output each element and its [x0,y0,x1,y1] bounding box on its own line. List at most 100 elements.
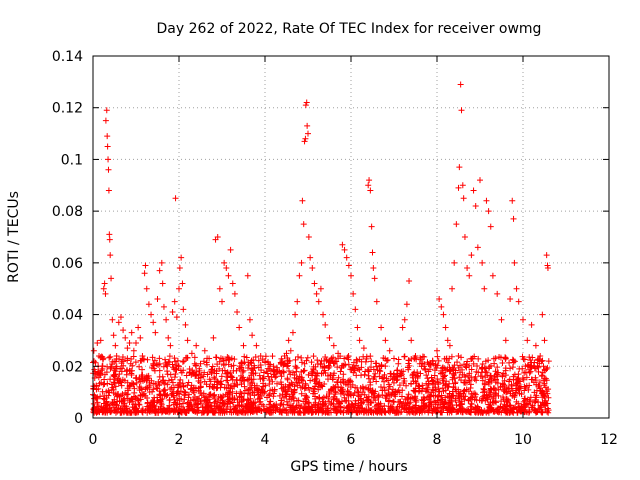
data-point [227,246,234,253]
baseline-point [320,401,327,408]
data-point [160,303,167,310]
data-point [304,122,311,129]
data-point [115,319,122,326]
baseline-point [492,355,499,362]
baseline-point [100,395,107,402]
data-point [494,290,501,297]
baseline-point [483,409,490,416]
baseline-point [464,408,471,415]
baseline-point [119,376,126,383]
data-point [270,363,277,370]
baseline-point [377,383,384,390]
data-point [541,337,548,344]
baseline-point [516,378,523,385]
data-point [406,277,413,284]
data-point [173,314,180,321]
baseline-point [540,392,547,399]
baseline-point [176,379,183,386]
data-point [96,352,103,359]
chart-title: Day 262 of 2022, Rate Of TEC Index for r… [157,21,542,37]
baseline-point [386,391,393,398]
baseline-point [214,403,221,410]
baseline-point [278,397,285,404]
baseline-point [112,368,119,375]
data-point [135,324,142,331]
baseline-point [144,356,151,363]
baseline-point [330,360,337,367]
baseline-point [471,353,478,360]
baseline-point [335,374,342,381]
baseline-point [321,358,328,365]
data-point [416,360,423,367]
baseline-point [321,364,328,371]
baseline-point [239,368,246,375]
data-point [216,285,223,292]
baseline-point [123,391,130,398]
baseline-point [239,403,246,410]
data-point [460,195,467,202]
baseline-point [191,354,198,361]
baseline-point [171,384,178,391]
baseline-point [112,371,119,378]
baseline-point [218,394,225,401]
data-point [429,358,436,365]
baseline-point [377,368,384,375]
baseline-point [451,362,458,369]
data-point [360,345,367,352]
baseline-point [156,373,163,380]
baseline-point [298,359,305,366]
data-point [124,345,131,352]
baseline-point [331,405,338,412]
baseline-point [218,381,225,388]
data-point [507,296,514,303]
baseline-point [472,409,479,416]
baseline-point [238,359,245,366]
baseline-point [140,356,147,363]
baseline-point [434,404,441,411]
baseline-point [310,366,317,373]
baseline-point [528,404,535,411]
baseline-point [433,365,440,372]
data-point [489,272,496,279]
baseline-point [425,404,432,411]
baseline-point [208,370,215,377]
baseline-point [431,398,438,405]
baseline-point [450,392,457,399]
baseline-point [177,376,184,383]
baseline-point [186,403,193,410]
baseline-point [156,355,163,362]
baseline-point [325,365,332,372]
baseline-point [485,378,492,385]
baseline-point [521,356,528,363]
data-point [307,254,314,261]
baseline-point [502,367,509,374]
data-point [234,308,241,315]
baseline-point [164,371,171,378]
baseline-point [126,399,133,406]
baseline-point [274,380,281,387]
baseline-point [239,360,246,367]
baseline-point [432,392,439,399]
baseline-point [406,362,413,369]
baseline-point [112,407,119,414]
baseline-point [383,395,390,402]
baseline-point [154,394,161,401]
baseline-point [223,385,230,392]
baseline-point [142,407,149,414]
data-point [498,316,505,323]
baseline-point [94,399,101,406]
baseline-point [334,364,341,371]
baseline-point [139,366,146,373]
data-point [143,285,150,292]
baseline-point [500,396,507,403]
baseline-point [92,371,99,378]
baseline-point [315,380,322,387]
data-point [350,290,357,297]
data-point [223,265,230,272]
baseline-point [526,369,533,376]
data-markers [90,81,552,416]
baseline-point [244,409,251,416]
data-point [246,316,253,323]
baseline-point [236,407,243,414]
x-tick-label: 6 [347,432,356,448]
